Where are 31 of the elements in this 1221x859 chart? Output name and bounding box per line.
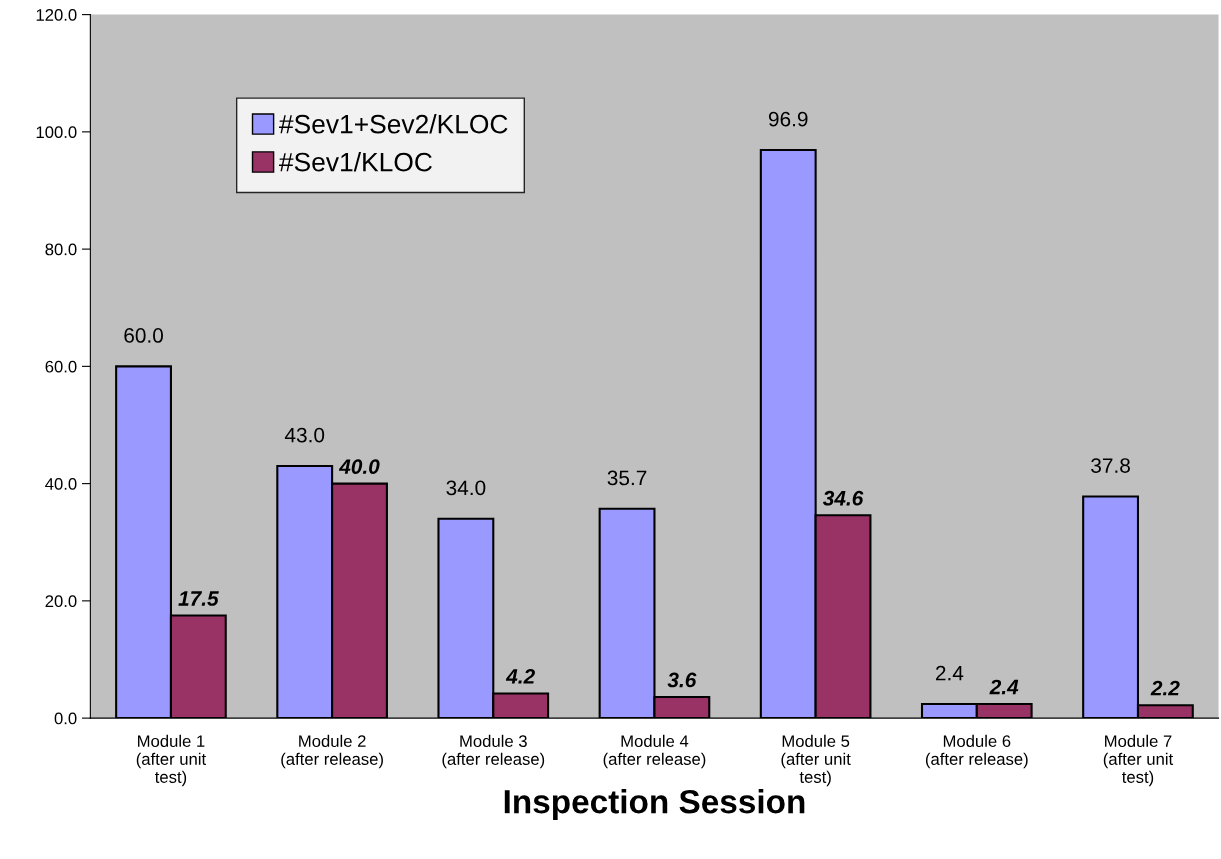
y-tick-label: 20.0 xyxy=(45,595,77,608)
data-label: 4.2 xyxy=(505,669,535,684)
x-tick-label: Module 2 (after release) xyxy=(281,734,383,769)
data-label: 35.7 xyxy=(607,470,647,486)
data-label: 3.6 xyxy=(667,672,697,688)
data-label: 2.2 xyxy=(1150,680,1180,696)
y-tick-label: 0.0 xyxy=(54,712,77,725)
x-tick-label: Module 3 (after release) xyxy=(442,734,545,769)
data-label: 37.8 xyxy=(1091,458,1130,473)
y-tick-label: 100.0 xyxy=(36,126,77,139)
data-label: 2.4 xyxy=(935,665,964,681)
data-label: 2.4 xyxy=(989,679,1019,695)
legend-label: #Sev1+Sev2/KLOC xyxy=(279,114,508,134)
x-tick-label: Module 7 (after unit test) xyxy=(1103,734,1174,787)
x-tick-label: Module 5 (after unit test) xyxy=(781,734,851,787)
x-tick-label: Module 6 (after release) xyxy=(925,734,1028,769)
y-tick-label: 120.0 xyxy=(36,9,77,21)
data-label: 43.0 xyxy=(284,427,325,443)
data-label: 34.6 xyxy=(822,490,864,506)
data-label: 40.0 xyxy=(338,459,380,474)
x-tick-label: Module 4 (after release) xyxy=(603,734,706,769)
legend-label: #Sev1/KLOC xyxy=(279,152,432,172)
data-label: 17.5 xyxy=(178,591,219,606)
data-label: 60.0 xyxy=(124,328,163,343)
data-label: 96.9 xyxy=(768,111,808,127)
y-tick-label: 60.0 xyxy=(45,360,77,373)
data-label: 34.0 xyxy=(446,480,486,496)
y-tick-label: 40.0 xyxy=(45,478,77,490)
x-axis-title: Inspection Session xyxy=(504,789,805,821)
y-tick-label: 80.0 xyxy=(45,243,77,256)
x-tick-label: Module 1 (after unit test) xyxy=(136,734,207,787)
